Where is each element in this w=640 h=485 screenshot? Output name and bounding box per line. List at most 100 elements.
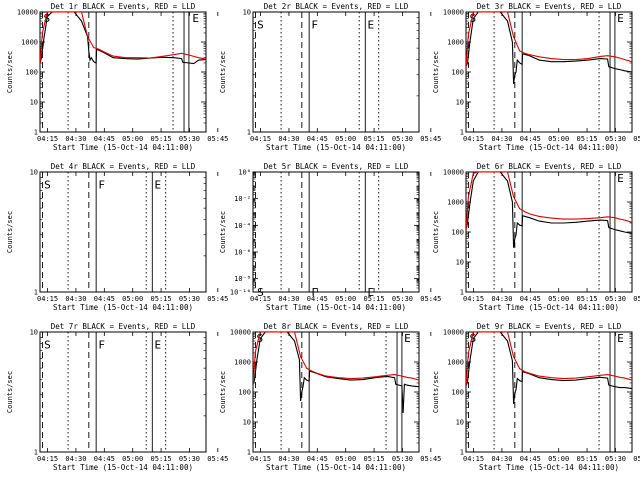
x-tick-label: 05:00 bbox=[335, 135, 356, 143]
panel-det-4: Det 4r BLACK = Events, RED = LLD 1 10 04:15… bbox=[6, 162, 228, 312]
x-tick-label: 05:15 bbox=[577, 455, 598, 463]
marker-label-E: E bbox=[192, 12, 199, 25]
y-tick-label: 10 bbox=[456, 99, 464, 107]
marker-label-F: F bbox=[311, 286, 318, 299]
plot-frame bbox=[252, 171, 420, 293]
y-tick-label: 1 bbox=[460, 129, 464, 137]
y-tick-label: 10 bbox=[456, 259, 464, 267]
y-tick-label: 1 bbox=[247, 129, 251, 137]
marker-label-S: S bbox=[44, 338, 51, 351]
marker-label-S: S bbox=[257, 286, 264, 299]
plot-frame bbox=[465, 171, 633, 293]
y-tick-label: 10000 bbox=[17, 9, 38, 17]
panel-det-2: Det 2r BLACK = Events, RED = LLD 1 10 04:15… bbox=[219, 2, 441, 152]
marker-label-S: S bbox=[256, 332, 263, 345]
y-tick-label: 1000 bbox=[447, 199, 464, 207]
panel-det-9: Det 9r BLACK = Events, RED = LLD 1 10 100 10… bbox=[432, 322, 640, 472]
series-line-events bbox=[253, 332, 419, 414]
x-tick-label: 05:30 bbox=[605, 135, 626, 143]
x-tick-label: 04:45 bbox=[520, 295, 541, 303]
y-tick-label: 10⁰ bbox=[238, 169, 251, 177]
x-tick-label: 04:30 bbox=[491, 135, 512, 143]
x-tick-label: 04:30 bbox=[491, 455, 512, 463]
x-tick-label: 05:30 bbox=[179, 295, 200, 303]
x-tick-label: 05:15 bbox=[364, 455, 385, 463]
marker-label-S: S bbox=[469, 12, 476, 25]
x-tick-label: 05:45 bbox=[420, 295, 441, 303]
x-tick-label: 05:30 bbox=[179, 455, 200, 463]
series-line-lld bbox=[466, 12, 632, 67]
x-tick-label: 05:30 bbox=[605, 295, 626, 303]
y-tick-label: 1000 bbox=[234, 359, 251, 367]
panel-title: Det 4r BLACK = Events, RED = LLD bbox=[51, 162, 196, 171]
plot-frame bbox=[465, 331, 633, 453]
plot-frame bbox=[252, 331, 420, 453]
marker-label-S: S bbox=[44, 178, 51, 191]
x-axis-label: Start Time (15-Oct-14 04:11:00) bbox=[53, 143, 193, 152]
x-tick-label: 04:15 bbox=[463, 135, 484, 143]
x-axis-label: Start Time (15-Oct-14 04:11:00) bbox=[53, 463, 193, 472]
y-axis-label: Counts/sec bbox=[432, 371, 440, 413]
y-tick-label: 10000 bbox=[443, 9, 464, 17]
x-tick-label: 05:00 bbox=[335, 455, 356, 463]
x-axis-label: Start Time (15-Oct-14 04:11:00) bbox=[479, 463, 619, 472]
x-tick-label: 04:45 bbox=[307, 135, 328, 143]
marker-label-F: F bbox=[98, 178, 105, 191]
x-tick-label: 04:45 bbox=[94, 135, 115, 143]
y-tick-label: 1 bbox=[460, 449, 464, 457]
x-tick-label: 05:00 bbox=[548, 455, 569, 463]
x-tick-label: 04:30 bbox=[278, 455, 299, 463]
x-tick-label: 04:30 bbox=[278, 135, 299, 143]
plot-frame bbox=[39, 11, 207, 133]
x-tick-label: 05:45 bbox=[633, 135, 640, 143]
series-line-events bbox=[40, 12, 206, 65]
marker-label-S: S bbox=[469, 332, 476, 345]
y-axis-label: Counts/sec bbox=[432, 211, 440, 253]
x-tick-label: 05:45 bbox=[420, 135, 441, 143]
y-axis-label: Counts/sec bbox=[432, 51, 440, 93]
x-tick-label: 05:15 bbox=[364, 135, 385, 143]
y-tick-label: 100 bbox=[238, 389, 251, 397]
x-tick-label: 04:30 bbox=[278, 295, 299, 303]
panel-title: Det 3r BLACK = Events, RED = LLD bbox=[477, 2, 622, 11]
y-tick-label: 10000 bbox=[230, 329, 251, 337]
y-tick-label: 100 bbox=[451, 229, 464, 237]
plot-frame bbox=[465, 11, 633, 133]
x-tick-label: 04:15 bbox=[250, 455, 271, 463]
y-axis-label: Counts/sec bbox=[6, 211, 14, 253]
y-axis-label: Counts/sec bbox=[219, 211, 227, 253]
y-tick-label: 100 bbox=[25, 69, 38, 77]
x-tick-label: 05:30 bbox=[392, 135, 413, 143]
panel-det-5: Det 5r BLACK = Events, RED = LLD 10⁻¹⁰ 10⁻… bbox=[219, 162, 441, 312]
x-axis-label: Start Time (15-Oct-14 04:11:00) bbox=[266, 303, 406, 312]
marker-label-E: E bbox=[617, 332, 624, 345]
x-tick-label: 05:45 bbox=[207, 295, 228, 303]
series-line-events bbox=[466, 12, 632, 84]
y-tick-label: 10 bbox=[30, 99, 38, 107]
x-tick-label: 05:00 bbox=[122, 135, 143, 143]
x-tick-label: 05:15 bbox=[151, 295, 172, 303]
y-tick-label: 100 bbox=[451, 389, 464, 397]
marker-label-E: E bbox=[368, 18, 375, 31]
x-axis-label: Start Time (15-Oct-14 04:11:00) bbox=[479, 303, 619, 312]
x-tick-label: 05:45 bbox=[633, 455, 640, 463]
plot-frame bbox=[39, 171, 207, 293]
y-tick-label: 10⁻¹⁰ bbox=[230, 289, 251, 297]
x-tick-label: 05:30 bbox=[392, 295, 413, 303]
y-tick-label: 1 bbox=[34, 289, 38, 297]
x-tick-label: 04:15 bbox=[37, 455, 58, 463]
y-tick-label: 1 bbox=[34, 129, 38, 137]
y-tick-label: 10000 bbox=[443, 169, 464, 177]
x-tick-label: 05:15 bbox=[577, 295, 598, 303]
panel-title: Det 9r BLACK = Events, RED = LLD bbox=[477, 322, 622, 331]
panel-title: Det 7r BLACK = Events, RED = LLD bbox=[51, 322, 196, 331]
y-axis-label: Counts/sec bbox=[6, 371, 14, 413]
marker-label-E: E bbox=[404, 332, 411, 345]
x-tick-label: 04:15 bbox=[250, 135, 271, 143]
x-tick-label: 04:30 bbox=[65, 135, 86, 143]
series-line-events bbox=[466, 332, 632, 404]
x-tick-label: 05:30 bbox=[605, 455, 626, 463]
marker-label-E: E bbox=[155, 338, 162, 351]
